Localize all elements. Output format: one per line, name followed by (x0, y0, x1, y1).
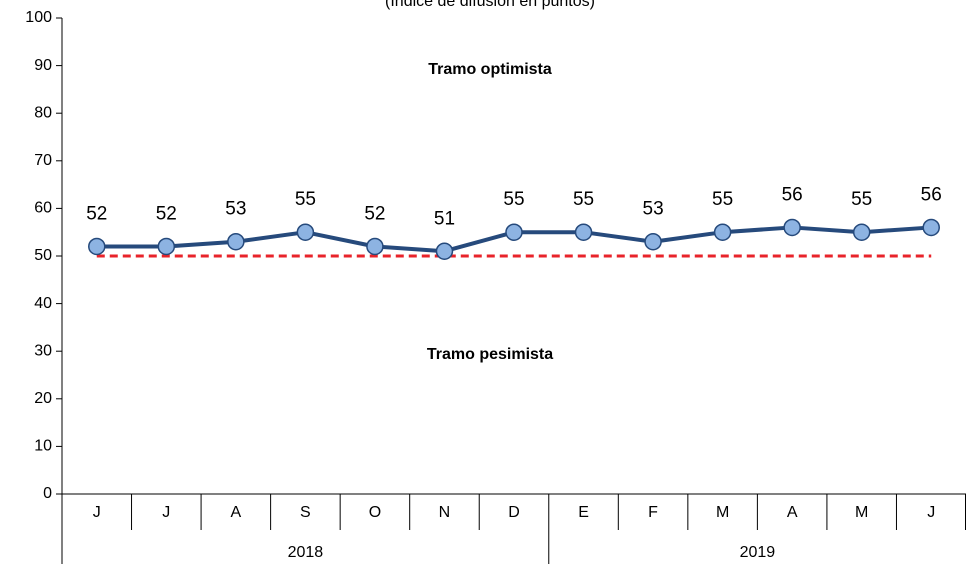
x-tick-label: D (508, 504, 520, 521)
data-point (296, 223, 315, 241)
data-label: 53 (225, 199, 246, 220)
data-point (574, 223, 593, 241)
y-tick-label: 60 (34, 200, 52, 217)
data-label: 52 (364, 203, 385, 224)
y-tick-label: 80 (34, 104, 52, 121)
data-point (88, 237, 106, 256)
data-label: 55 (573, 189, 594, 210)
y-tick-label: 70 (34, 152, 52, 169)
data-point (505, 223, 523, 241)
x-tick-label: M (855, 504, 868, 521)
y-tick-label: 100 (25, 9, 52, 26)
data-point (435, 242, 454, 260)
x-tick-label: J (162, 504, 170, 521)
group-label: 2018 (288, 544, 324, 561)
group-label: 2019 (740, 544, 776, 561)
data-point (713, 223, 732, 241)
data-label: 56 (782, 184, 803, 205)
data-label: 51 (434, 208, 455, 229)
data-label: 52 (86, 203, 107, 224)
x-tick-label: J (93, 504, 101, 521)
data-point (852, 223, 871, 241)
data-label: 53 (643, 199, 664, 220)
x-tick-label: F (648, 504, 658, 521)
data-label: 55 (295, 189, 316, 210)
chart-subtitle: (Índice de difusión en puntos) (385, 0, 595, 10)
x-tick-label: N (439, 504, 451, 521)
x-tick-label: A (231, 504, 242, 521)
annotation: Tramo optimista (428, 61, 552, 78)
x-tick-label: S (300, 504, 311, 521)
x-tick-label: A (787, 504, 798, 521)
data-label: 55 (503, 189, 524, 210)
y-tick-label: 10 (34, 438, 52, 455)
x-tick-label: E (578, 504, 589, 521)
y-tick-label: 50 (34, 247, 52, 264)
data-point (644, 232, 662, 251)
y-tick-label: 30 (34, 342, 52, 359)
data-point (922, 218, 940, 237)
data-label: 55 (851, 189, 872, 210)
data-point (227, 232, 245, 251)
data-label: 55 (712, 189, 733, 210)
y-tick-label: 20 (34, 390, 52, 407)
data-label: 56 (921, 184, 942, 205)
annotation: Tramo pesimista (427, 346, 553, 363)
y-tick-label: 40 (34, 295, 52, 312)
x-tick-label: O (369, 504, 381, 521)
data-label: 52 (156, 203, 177, 224)
x-tick-label: J (927, 504, 935, 521)
y-tick-label: 90 (34, 57, 52, 74)
data-point (366, 237, 384, 256)
x-tick-label: M (716, 504, 729, 521)
y-tick-label: 0 (43, 485, 52, 502)
data-point (783, 218, 801, 237)
data-point (157, 237, 176, 256)
